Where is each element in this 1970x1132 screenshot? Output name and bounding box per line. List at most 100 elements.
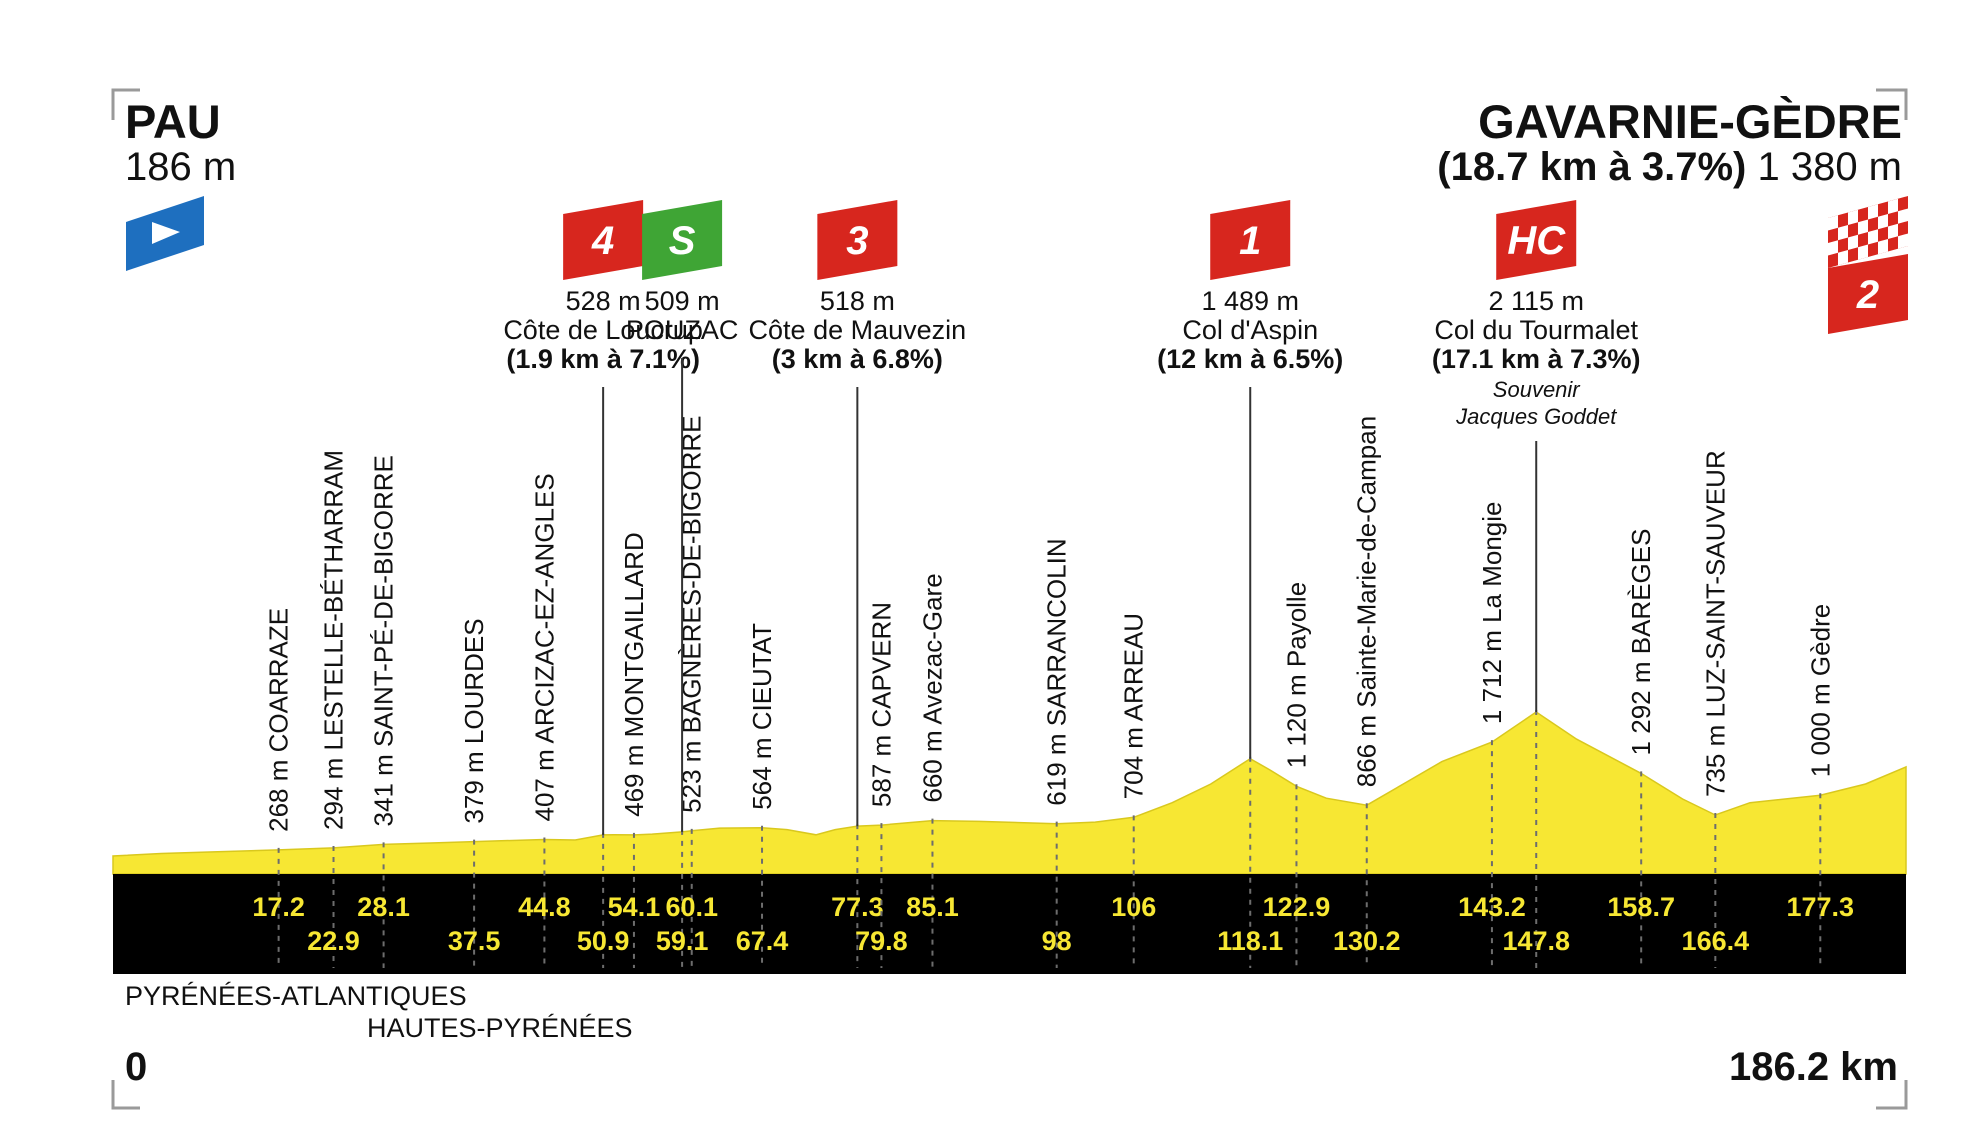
finish-flag-check: [1868, 204, 1878, 220]
km-marker-value: 85.1: [906, 892, 959, 922]
badge-shape: [1210, 200, 1291, 280]
km-marker-value: 106: [1111, 892, 1156, 922]
climb-label-stats: (3 km à 6.8%): [772, 344, 943, 374]
climb-badge: 1: [1210, 200, 1291, 280]
km-marker-value: 28.1: [357, 892, 410, 922]
finish-flag-check: [1838, 225, 1848, 241]
km-marker-place: 294 m LESTELLE-BÉTHARRAM: [319, 450, 349, 830]
km-marker-value: 177.3: [1787, 892, 1855, 922]
km-band: [113, 874, 1906, 974]
start-flag-icon: [126, 196, 204, 271]
km-marker-value: 59.1: [656, 926, 709, 956]
distance-end: 186.2 km: [1729, 1045, 1898, 1089]
climb-label-line: 1 489 m: [1201, 286, 1299, 316]
department-pyrenees-atlantiques: PYRÉNÉES-ATLANTIQUES: [125, 981, 467, 1011]
km-marker-place: 407 m ARCIZAC-EZ-ANGLES: [529, 473, 559, 821]
km-marker-value: 44.8: [518, 892, 571, 922]
finish-flag-check: [1858, 219, 1868, 235]
km-marker-value: 98: [1042, 926, 1072, 956]
start-altitude: 186 m: [125, 145, 236, 189]
climb-label-line: 509 m: [645, 286, 720, 316]
climb-label-line: 518 m: [820, 286, 895, 316]
start-name: PAU: [125, 95, 221, 148]
km-marker-place: 268 m COARRAZE: [264, 608, 294, 832]
climb-badge: 4: [563, 200, 644, 280]
finish-flag-check: [1858, 244, 1868, 260]
climb-label-line: Col du Tourmalet: [1434, 315, 1638, 345]
km-marker-value: 147.8: [1502, 926, 1570, 956]
finish-climb-and-altitude: (18.7 km à 3.7%) 1 380 m: [1437, 145, 1902, 189]
finish-flag-icon: [1828, 196, 1908, 268]
badge-label: HC: [1507, 219, 1566, 263]
climb-badge: 3: [817, 200, 898, 280]
km-marker-value: 122.9: [1263, 892, 1331, 922]
badge-shape: [642, 200, 723, 280]
finish-flag-check: [1888, 198, 1898, 214]
finish-flag-check: [1838, 250, 1848, 266]
km-marker-place: 341 m SAINT-PÉ-DE-BIGORRE: [369, 455, 399, 826]
badge-shape: [817, 200, 898, 280]
distance-start: 0: [125, 1045, 147, 1089]
km-marker-place: 469 m MONTGAILLARD: [619, 532, 649, 817]
km-marker-place: 564 m CIEUTAT: [747, 623, 777, 810]
finish-flag-check: [1868, 229, 1878, 245]
climb-label-note: Souvenir: [1493, 377, 1582, 402]
finish-flag-check: [1898, 233, 1908, 249]
km-marker-place: 866 m Sainte-Marie-de-Campan: [1352, 416, 1382, 787]
km-marker-value: 130.2: [1333, 926, 1401, 956]
department-hautes-pyrenees: HAUTES-PYRÉNÉES: [367, 1013, 633, 1043]
climb-label-stats: (1.9 km à 7.1%): [506, 344, 700, 374]
climb-label-line: Côte de Loucrup: [503, 315, 703, 345]
climb-badge: 2: [1828, 254, 1908, 334]
finish-name: GAVARNIE-GÈDRE: [1478, 95, 1902, 148]
km-marker-value: 67.4: [736, 926, 789, 956]
km-marker-place: 1 000 m Gèdre: [1805, 604, 1835, 777]
badge-shape: [1828, 254, 1908, 334]
km-marker-value: 166.4: [1682, 926, 1750, 956]
badge-label: 4: [591, 219, 614, 263]
km-marker-place: 704 m ARREAU: [1119, 613, 1149, 799]
finish-flag-check: [1828, 215, 1838, 231]
climb-label-stats: (17.1 km à 7.3%): [1432, 344, 1641, 374]
km-marker-place: 587 m CAPVERN: [866, 602, 896, 807]
badge-label: 1: [1239, 219, 1261, 263]
km-marker-value: 77.3: [831, 892, 884, 922]
climb-badge: HC: [1496, 200, 1577, 280]
km-marker-value: 22.9: [307, 926, 360, 956]
climb-label-line: 528 m: [566, 286, 641, 316]
km-marker-value: 17.2: [252, 892, 305, 922]
finish-flag-check: [1828, 240, 1838, 256]
km-marker-value: 50.9: [577, 926, 630, 956]
finish-flag-check: [1848, 234, 1858, 250]
km-marker-place: 660 m Avezac-Gare: [917, 573, 947, 802]
badge-label: 2: [1856, 273, 1879, 317]
climb-label-line: Côte de Mauvezin: [749, 315, 967, 345]
km-marker-place: 619 m SARRANCOLIN: [1042, 538, 1072, 805]
badge-label: 3: [846, 219, 868, 263]
km-marker-place: 1 120 m Payolle: [1281, 582, 1311, 768]
km-marker-value: 79.8: [855, 926, 908, 956]
frame-corners: [111, 88, 1908, 1110]
climb-label-line: Col d'Aspin: [1182, 315, 1318, 345]
climb-label-line: 2 115 m: [1488, 286, 1584, 316]
km-marker-place: 379 m LOURDES: [459, 618, 489, 823]
km-marker-place: 735 m LUZ-SAINT-SAUVEUR: [1700, 450, 1730, 797]
km-marker-place: 1 712 m La Mongie: [1477, 501, 1507, 724]
elevation-profile-area: [112, 711, 1907, 875]
km-marker-value: 118.1: [1217, 926, 1283, 956]
km-marker-value: 37.5: [448, 926, 501, 956]
finish-altitude-spacer: [1746, 145, 1757, 189]
km-marker-place: 1 292 m BARÈGES: [1626, 529, 1656, 756]
finish-altitude: 1 380 m: [1757, 145, 1902, 189]
climb-label-stats: (12 km à 6.5%): [1157, 344, 1343, 374]
finish-climb: (18.7 km à 3.7%): [1437, 145, 1746, 189]
climb-label-line: POUZAC: [626, 315, 739, 345]
km-marker-value: 54.1: [608, 892, 661, 922]
sprint-badge: S: [642, 200, 723, 280]
finish-flag-check: [1888, 223, 1898, 239]
badge-shape: [563, 200, 644, 280]
finish-flag-check: [1898, 208, 1908, 224]
finish-flag-check: [1878, 214, 1888, 230]
finish-flag-check: [1878, 239, 1888, 255]
